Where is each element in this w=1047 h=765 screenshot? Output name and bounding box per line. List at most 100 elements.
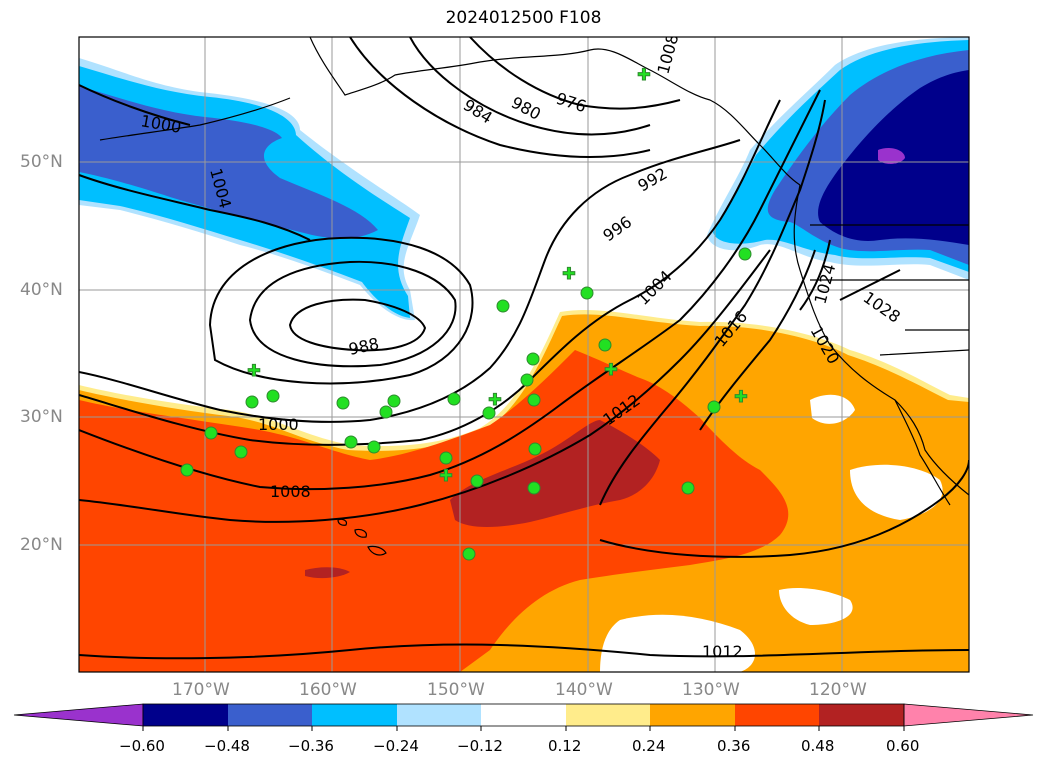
station-plus-marker: ✚ <box>562 264 575 283</box>
station-dot <box>447 392 461 406</box>
lon-label-140w: 140°W <box>555 680 613 700</box>
lon-label-170w: 170°W <box>172 680 230 700</box>
contour-996-loop <box>208 236 474 385</box>
contour-nw-1000 <box>79 84 191 126</box>
station-dot <box>681 481 695 495</box>
colorbar-label: 0.12 <box>548 737 582 755</box>
colorbar-segment <box>228 704 312 726</box>
contour-1004 <box>79 99 781 446</box>
colorbar-frame <box>142 703 905 727</box>
lon-label-160w: 160°W <box>299 680 357 700</box>
contour-1024 <box>799 239 831 311</box>
coastline-hawaii-oahu <box>337 518 348 526</box>
anomaly-hole-2 <box>600 614 755 672</box>
colorbar <box>13 703 1034 731</box>
anomaly-fill-negative-purple-ne <box>878 147 905 164</box>
contour-1000 <box>79 139 741 423</box>
coastline-aleutians <box>99 97 291 141</box>
station-dot <box>344 435 358 449</box>
station-dot <box>379 405 393 419</box>
lon-label-150w: 150°W <box>427 680 485 700</box>
station-dot <box>527 481 541 495</box>
station-dot <box>496 299 510 313</box>
contour-992-loop <box>248 260 457 368</box>
lat-label-20n: 20°N <box>20 535 63 555</box>
contour-976 <box>469 37 681 110</box>
anomaly-fill-positive-darkred <box>450 420 660 527</box>
station-dot <box>527 393 541 407</box>
lat-label-50n: 50°N <box>20 152 63 172</box>
contour-high-loop <box>599 459 969 558</box>
coastline-alaska <box>309 37 801 186</box>
station-dot <box>470 474 484 488</box>
contour-1012-north <box>79 249 771 523</box>
station-plus-marker: ✚ <box>439 466 452 485</box>
colorbar-label: −0.36 <box>288 737 334 755</box>
station-dot <box>462 547 476 561</box>
contour-1008 <box>79 89 821 491</box>
station-dot <box>526 352 540 366</box>
station-plus-marker: ✚ <box>734 387 747 406</box>
station-dot <box>598 338 612 352</box>
coastline-hawaii-maui <box>354 528 367 538</box>
colorbar-segment <box>735 704 819 726</box>
station-dot <box>580 286 594 300</box>
map-frame <box>78 36 970 673</box>
station-dot <box>245 395 259 409</box>
colorbar-segment <box>819 704 904 726</box>
station-plus-marker: ✚ <box>488 390 501 409</box>
station-dot <box>204 426 218 440</box>
station-dot <box>482 406 496 420</box>
contour-1028 <box>839 269 901 301</box>
contour-label-1008: 1008 <box>270 482 311 501</box>
contour-1016 <box>599 99 826 506</box>
contour-nw-1004 <box>79 174 311 241</box>
anomaly-hole-3 <box>850 464 943 520</box>
contour-1012-south <box>79 643 969 660</box>
contour-980 <box>409 37 651 136</box>
colorbar-label: 0.24 <box>632 737 666 755</box>
colorbar-segment <box>143 704 228 726</box>
station-dot <box>234 445 248 459</box>
station-dot <box>520 373 534 387</box>
contour-label-1000: 1000 <box>258 415 299 434</box>
station-dot <box>336 396 350 410</box>
station-dot <box>180 463 194 477</box>
coastline-hawaii-main <box>367 545 387 556</box>
plot-title: 2024012500 F108 <box>445 8 602 28</box>
contour-label-1012-south: 1012 <box>702 642 743 661</box>
contour-1020 <box>699 249 816 431</box>
lat-label-30n: 30°N <box>20 407 63 427</box>
station-plus-marker: ✚ <box>637 65 650 84</box>
colorbar-label: 0.48 <box>801 737 835 755</box>
station-dot <box>528 442 542 456</box>
lat-label-40n: 40°N <box>20 280 63 300</box>
station-dot <box>367 440 381 454</box>
lon-label-130w: 130°W <box>682 680 740 700</box>
colorbar-label: 0.60 <box>886 737 920 755</box>
anomaly-hole-4 <box>779 588 853 625</box>
colorbar-extend-high <box>903 703 1034 727</box>
colorbar-label: −0.24 <box>373 737 419 755</box>
coastline-baja <box>894 399 951 506</box>
colorbar-segment <box>566 704 650 726</box>
colorbar-label: −0.48 <box>204 737 250 755</box>
colorbar-label: −0.12 <box>457 737 503 755</box>
station-dot <box>387 394 401 408</box>
anomaly-fill-positive-darkred-small <box>305 567 350 579</box>
colorbar-segment <box>397 704 481 726</box>
colorbar-segment <box>481 704 566 726</box>
lon-label-120w: 120°W <box>809 680 867 700</box>
station-dot <box>439 451 453 465</box>
colorbar-label: −0.60 <box>119 737 165 755</box>
station-plus-marker: ✚ <box>604 360 617 379</box>
colorbar-segment <box>312 704 397 726</box>
contour-988 <box>288 298 427 352</box>
colorbar-label: 0.36 <box>717 737 751 755</box>
colorbar-extend-low <box>13 703 144 727</box>
coastline-na-west <box>793 184 969 496</box>
station-dot <box>707 400 721 414</box>
station-dot <box>266 389 280 403</box>
station-dot <box>738 247 752 261</box>
